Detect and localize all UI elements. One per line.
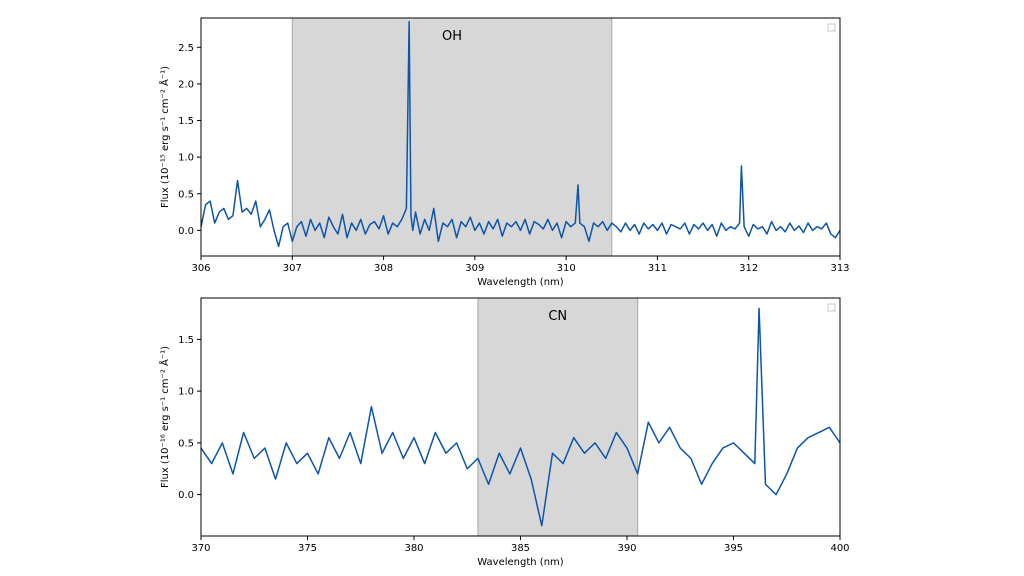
cn-ytick-label: 0.0: [178, 490, 194, 501]
cn-xtick-label: 375: [298, 543, 317, 554]
cn-series-line: [200, 307, 841, 527]
oh-xtick-label: 309: [465, 263, 484, 274]
cn-shaded-region: [477, 297, 639, 537]
cn-chart: CN 370 375 380 385 390 395 400 0.0 0.5 1.0 1.5 Wavel…: [158, 297, 850, 568]
oh-xtick-label: 310: [557, 263, 576, 274]
cn-legend-box: [827, 303, 836, 312]
cn-ytick-label: 1.5: [178, 335, 194, 346]
oh-xlabel: Wavelength (nm): [477, 277, 563, 288]
oh-xtick-label: 311: [648, 263, 667, 274]
oh-chart: OH 306 307 308 309 310 311 312 313 0.0 0.5 1.0 1.5 2.…: [158, 17, 850, 288]
oh-legend-box: [827, 23, 836, 32]
cn-xtick-label: 400: [830, 543, 849, 554]
cn-xtick-label: 380: [404, 543, 423, 554]
oh-ylabel: Flux (10⁻¹⁵ erg s⁻¹ cm⁻² Å⁻¹): [158, 66, 171, 208]
cn-xtick-label: 390: [617, 543, 636, 554]
oh-xtick-label: 313: [830, 263, 849, 274]
oh-ytick-label: 2.0: [178, 79, 194, 90]
oh-ytick-label: 2.5: [178, 43, 194, 54]
oh-xtick-label: 312: [739, 263, 758, 274]
oh-series-line: [200, 20, 841, 248]
oh-band-label: OH: [442, 29, 462, 44]
cn-ytick-label: 1.0: [178, 387, 194, 398]
oh-xtick-label: 306: [191, 263, 210, 274]
oh-xtick-label: 308: [374, 263, 393, 274]
cn-xtick-label: 395: [724, 543, 743, 554]
cn-ytick-label: 0.5: [178, 438, 194, 449]
cn-xtick-label: 385: [511, 543, 530, 554]
cn-ylabel: Flux (10⁻¹⁶ erg s⁻¹ cm⁻² Å⁻¹): [158, 346, 171, 488]
oh-shaded-region: [291, 17, 613, 257]
cn-xlabel: Wavelength (nm): [477, 557, 563, 568]
oh-xtick-label: 307: [283, 263, 302, 274]
oh-axes-frame: [200, 17, 841, 257]
cn-band-label: CN: [548, 309, 567, 324]
oh-ytick-label: 1.0: [178, 153, 194, 164]
oh-ytick-label: 0.0: [178, 226, 194, 237]
cn-xtick-label: 370: [191, 543, 210, 554]
oh-ytick-label: 0.5: [178, 189, 194, 200]
oh-ytick-label: 1.5: [178, 116, 194, 127]
